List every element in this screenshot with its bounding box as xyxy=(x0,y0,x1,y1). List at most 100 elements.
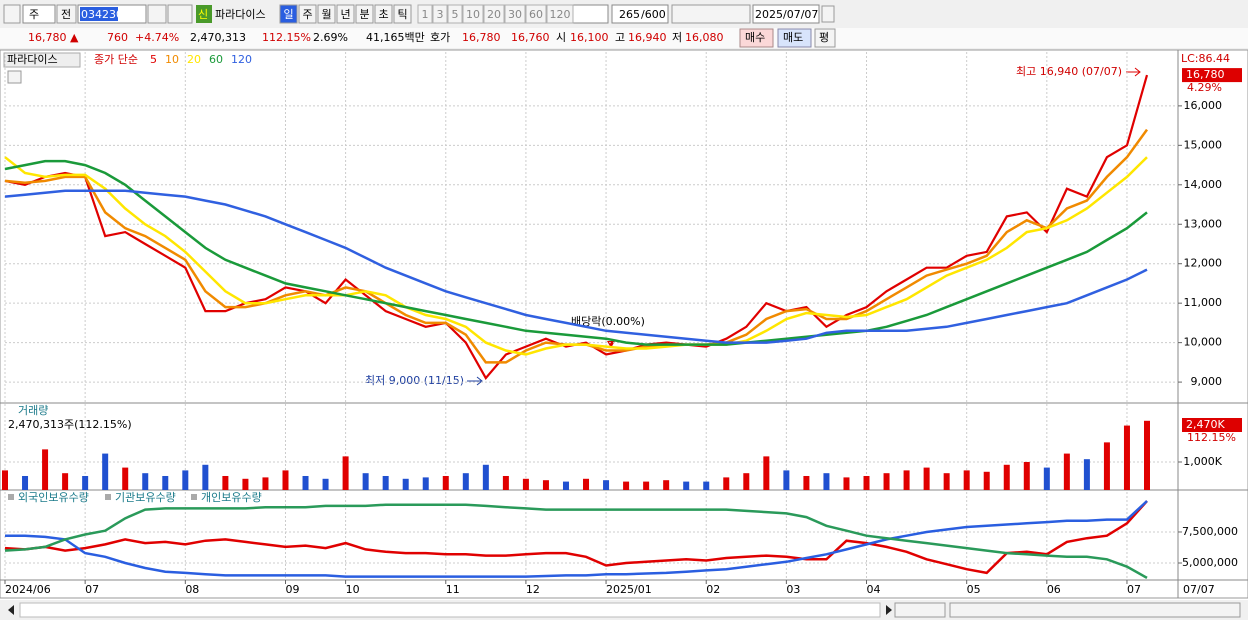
legend-entry: 120 xyxy=(231,53,252,66)
interval-label: 120 xyxy=(550,8,571,21)
scroll-track[interactable] xyxy=(19,602,881,618)
x-tick-label: 12 xyxy=(526,583,540,596)
interval-btn[interactable] xyxy=(432,4,448,24)
interval-btn[interactable] xyxy=(546,4,574,24)
interval-label: 1 xyxy=(422,8,429,21)
change-pct: +4.74% xyxy=(135,31,179,44)
last-price-label: 16,780 xyxy=(1186,68,1225,81)
period-btn[interactable] xyxy=(393,4,412,24)
x-tick-label: 07 xyxy=(85,583,99,596)
interval-btn[interactable] xyxy=(417,4,433,24)
count-max: /600 xyxy=(641,8,666,21)
legend-title: 종가 단순 xyxy=(94,53,138,66)
dividend-annotation: 배당락(0.00%) xyxy=(571,315,645,328)
low-label: 저 xyxy=(672,31,682,44)
interval-btn[interactable] xyxy=(462,4,484,24)
play-controls[interactable] xyxy=(894,602,946,618)
volume-bar xyxy=(1043,467,1050,490)
volume-bar xyxy=(342,456,349,490)
y-tick-label: 1,000K xyxy=(1183,455,1222,468)
high-annotation: 최고 16,940 (07/07) xyxy=(1016,65,1122,78)
interval-btn[interactable] xyxy=(525,4,547,24)
calendar-btn[interactable] xyxy=(821,5,835,23)
period-btn[interactable] xyxy=(355,4,374,24)
table-icon[interactable] xyxy=(7,70,22,84)
open-label: 시 xyxy=(556,31,566,44)
y-tick-label: 5,000,000 xyxy=(1182,556,1238,569)
volume-bar xyxy=(923,467,930,490)
count-box[interactable] xyxy=(611,4,669,24)
volume-bar xyxy=(202,464,209,490)
volume-bar xyxy=(983,471,990,490)
zoom-controls[interactable] xyxy=(949,602,1241,618)
volume-bar xyxy=(542,480,549,490)
period-btn[interactable] xyxy=(279,4,298,24)
volume-title: 거래량 xyxy=(18,404,48,417)
count: 265 xyxy=(619,8,640,21)
volume-bar xyxy=(783,470,790,490)
volume-bar xyxy=(763,456,770,490)
y-tick-label: 12,000 xyxy=(1184,257,1223,270)
legend-entry: 60 xyxy=(209,53,223,66)
series-line xyxy=(4,500,1148,575)
name-badge: 신 xyxy=(198,8,208,21)
legend-entry: 개인보유수량 xyxy=(201,491,262,504)
volume-bar xyxy=(22,475,29,490)
interval-btn[interactable] xyxy=(483,4,505,24)
interval-btn[interactable] xyxy=(504,4,526,24)
volume-bar xyxy=(843,477,850,490)
period-label: 분 xyxy=(359,8,369,21)
period-btn[interactable] xyxy=(374,4,393,24)
search-btn[interactable] xyxy=(147,4,167,24)
interval-label: 3 xyxy=(437,8,444,21)
empty-select[interactable] xyxy=(571,4,609,24)
date-box[interactable] xyxy=(752,4,820,24)
last-price-tag xyxy=(1182,68,1242,83)
high-arrow xyxy=(1126,67,1141,77)
interval-label: 20 xyxy=(487,8,501,21)
sell-btn[interactable] xyxy=(777,28,812,48)
x-tick-label: 06 xyxy=(1047,583,1061,596)
amount: 41,165백만 xyxy=(366,31,425,44)
volume-bar xyxy=(643,481,650,490)
series-line xyxy=(4,156,1148,356)
chart-name: 파라다이스 xyxy=(7,53,58,66)
y-tick-label: 9,000 xyxy=(1191,375,1223,388)
volume-bar xyxy=(382,475,389,490)
eval-btn[interactable] xyxy=(814,28,836,48)
stock-name: 파라다이스 xyxy=(215,8,266,21)
period-btn[interactable] xyxy=(298,4,317,24)
volume-subtitle: 2,470,313주(112.15%) xyxy=(8,418,132,431)
legend-swatch xyxy=(105,494,111,500)
volume-bar xyxy=(683,481,690,490)
period-btn[interactable] xyxy=(336,4,355,24)
volume-bar xyxy=(182,470,189,490)
interval-label: 30 xyxy=(508,8,522,21)
volume-bar xyxy=(1063,453,1070,490)
legend-entry: 5 xyxy=(150,53,157,66)
buy: 매수 xyxy=(745,31,765,44)
volume-bar xyxy=(883,473,890,490)
compare-btn[interactable] xyxy=(56,4,77,24)
x-tick-label: 11 xyxy=(446,583,460,596)
volume-bar xyxy=(743,473,750,490)
interval-btn[interactable] xyxy=(447,4,463,24)
y-tick-label: 14,000 xyxy=(1184,178,1223,191)
buy-btn[interactable] xyxy=(739,28,774,48)
menu-icon[interactable] xyxy=(3,4,21,24)
volume-bar xyxy=(903,470,910,490)
volume-bar xyxy=(482,464,489,490)
sound-btn[interactable] xyxy=(167,4,193,24)
volume-bar xyxy=(943,473,950,490)
compare: 전 xyxy=(61,8,71,21)
x-tick-label: 2025/01 xyxy=(606,583,652,596)
series-line xyxy=(4,189,1148,344)
series-line xyxy=(4,503,1148,579)
period-btn[interactable] xyxy=(317,4,336,24)
tool-icons[interactable] xyxy=(671,4,751,24)
high: 16,940 xyxy=(628,31,667,44)
mode-select[interactable] xyxy=(22,4,56,24)
volume-bar xyxy=(62,473,69,490)
series-line xyxy=(5,500,1148,578)
